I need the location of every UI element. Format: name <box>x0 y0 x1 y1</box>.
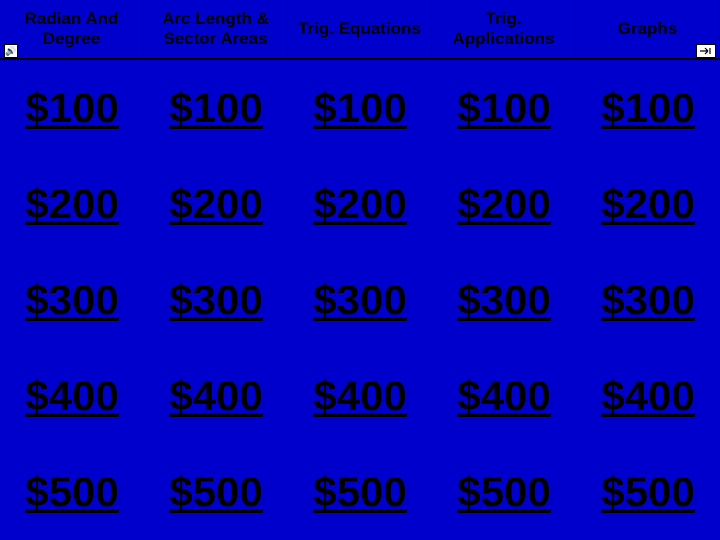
values-grid: $100 $100 $100 $100 $100 $200 $200 $200 … <box>0 60 720 540</box>
value-cell[interactable]: $300 <box>144 252 288 348</box>
value-cell[interactable]: $500 <box>576 444 720 540</box>
value-cell[interactable]: $300 <box>0 252 144 348</box>
value-cell[interactable]: $300 <box>288 252 432 348</box>
value-cell[interactable]: $200 <box>576 156 720 252</box>
value-row: $300 $300 $300 $300 $300 <box>0 252 720 348</box>
value-cell[interactable]: $200 <box>432 156 576 252</box>
value-cell[interactable]: $400 <box>144 348 288 444</box>
value-cell[interactable]: $300 <box>576 252 720 348</box>
value-row: $400 $400 $400 $400 $400 <box>0 348 720 444</box>
value-cell[interactable]: $200 <box>0 156 144 252</box>
category-row: 🔊 Radian And Degree Arc Length & Sector … <box>0 0 720 60</box>
value-cell[interactable]: $200 <box>144 156 288 252</box>
category-header: Trig. Equations <box>288 0 432 60</box>
value-cell[interactable]: $300 <box>432 252 576 348</box>
value-cell[interactable]: $400 <box>576 348 720 444</box>
value-cell[interactable]: $500 <box>288 444 432 540</box>
category-header: Radian And Degree <box>0 0 144 60</box>
value-cell[interactable]: $100 <box>0 60 144 156</box>
category-header: Arc Length & Sector Areas <box>144 0 288 60</box>
next-icon[interactable] <box>696 44 716 58</box>
value-cell[interactable]: $100 <box>288 60 432 156</box>
value-row: $100 $100 $100 $100 $100 <box>0 60 720 156</box>
value-cell[interactable]: $400 <box>432 348 576 444</box>
jeopardy-board: 🔊 Radian And Degree Arc Length & Sector … <box>0 0 720 540</box>
value-cell[interactable]: $400 <box>0 348 144 444</box>
speaker-icon[interactable]: 🔊 <box>4 44 18 58</box>
value-cell[interactable]: $200 <box>288 156 432 252</box>
value-cell[interactable]: $500 <box>432 444 576 540</box>
value-cell[interactable]: $400 <box>288 348 432 444</box>
category-header: Trig. Applications <box>432 0 576 60</box>
value-cell[interactable]: $500 <box>144 444 288 540</box>
value-cell[interactable]: $500 <box>0 444 144 540</box>
value-cell[interactable]: $100 <box>144 60 288 156</box>
value-row: $500 $500 $500 $500 $500 <box>0 444 720 540</box>
value-cell[interactable]: $100 <box>432 60 576 156</box>
value-cell[interactable]: $100 <box>576 60 720 156</box>
value-row: $200 $200 $200 $200 $200 <box>0 156 720 252</box>
